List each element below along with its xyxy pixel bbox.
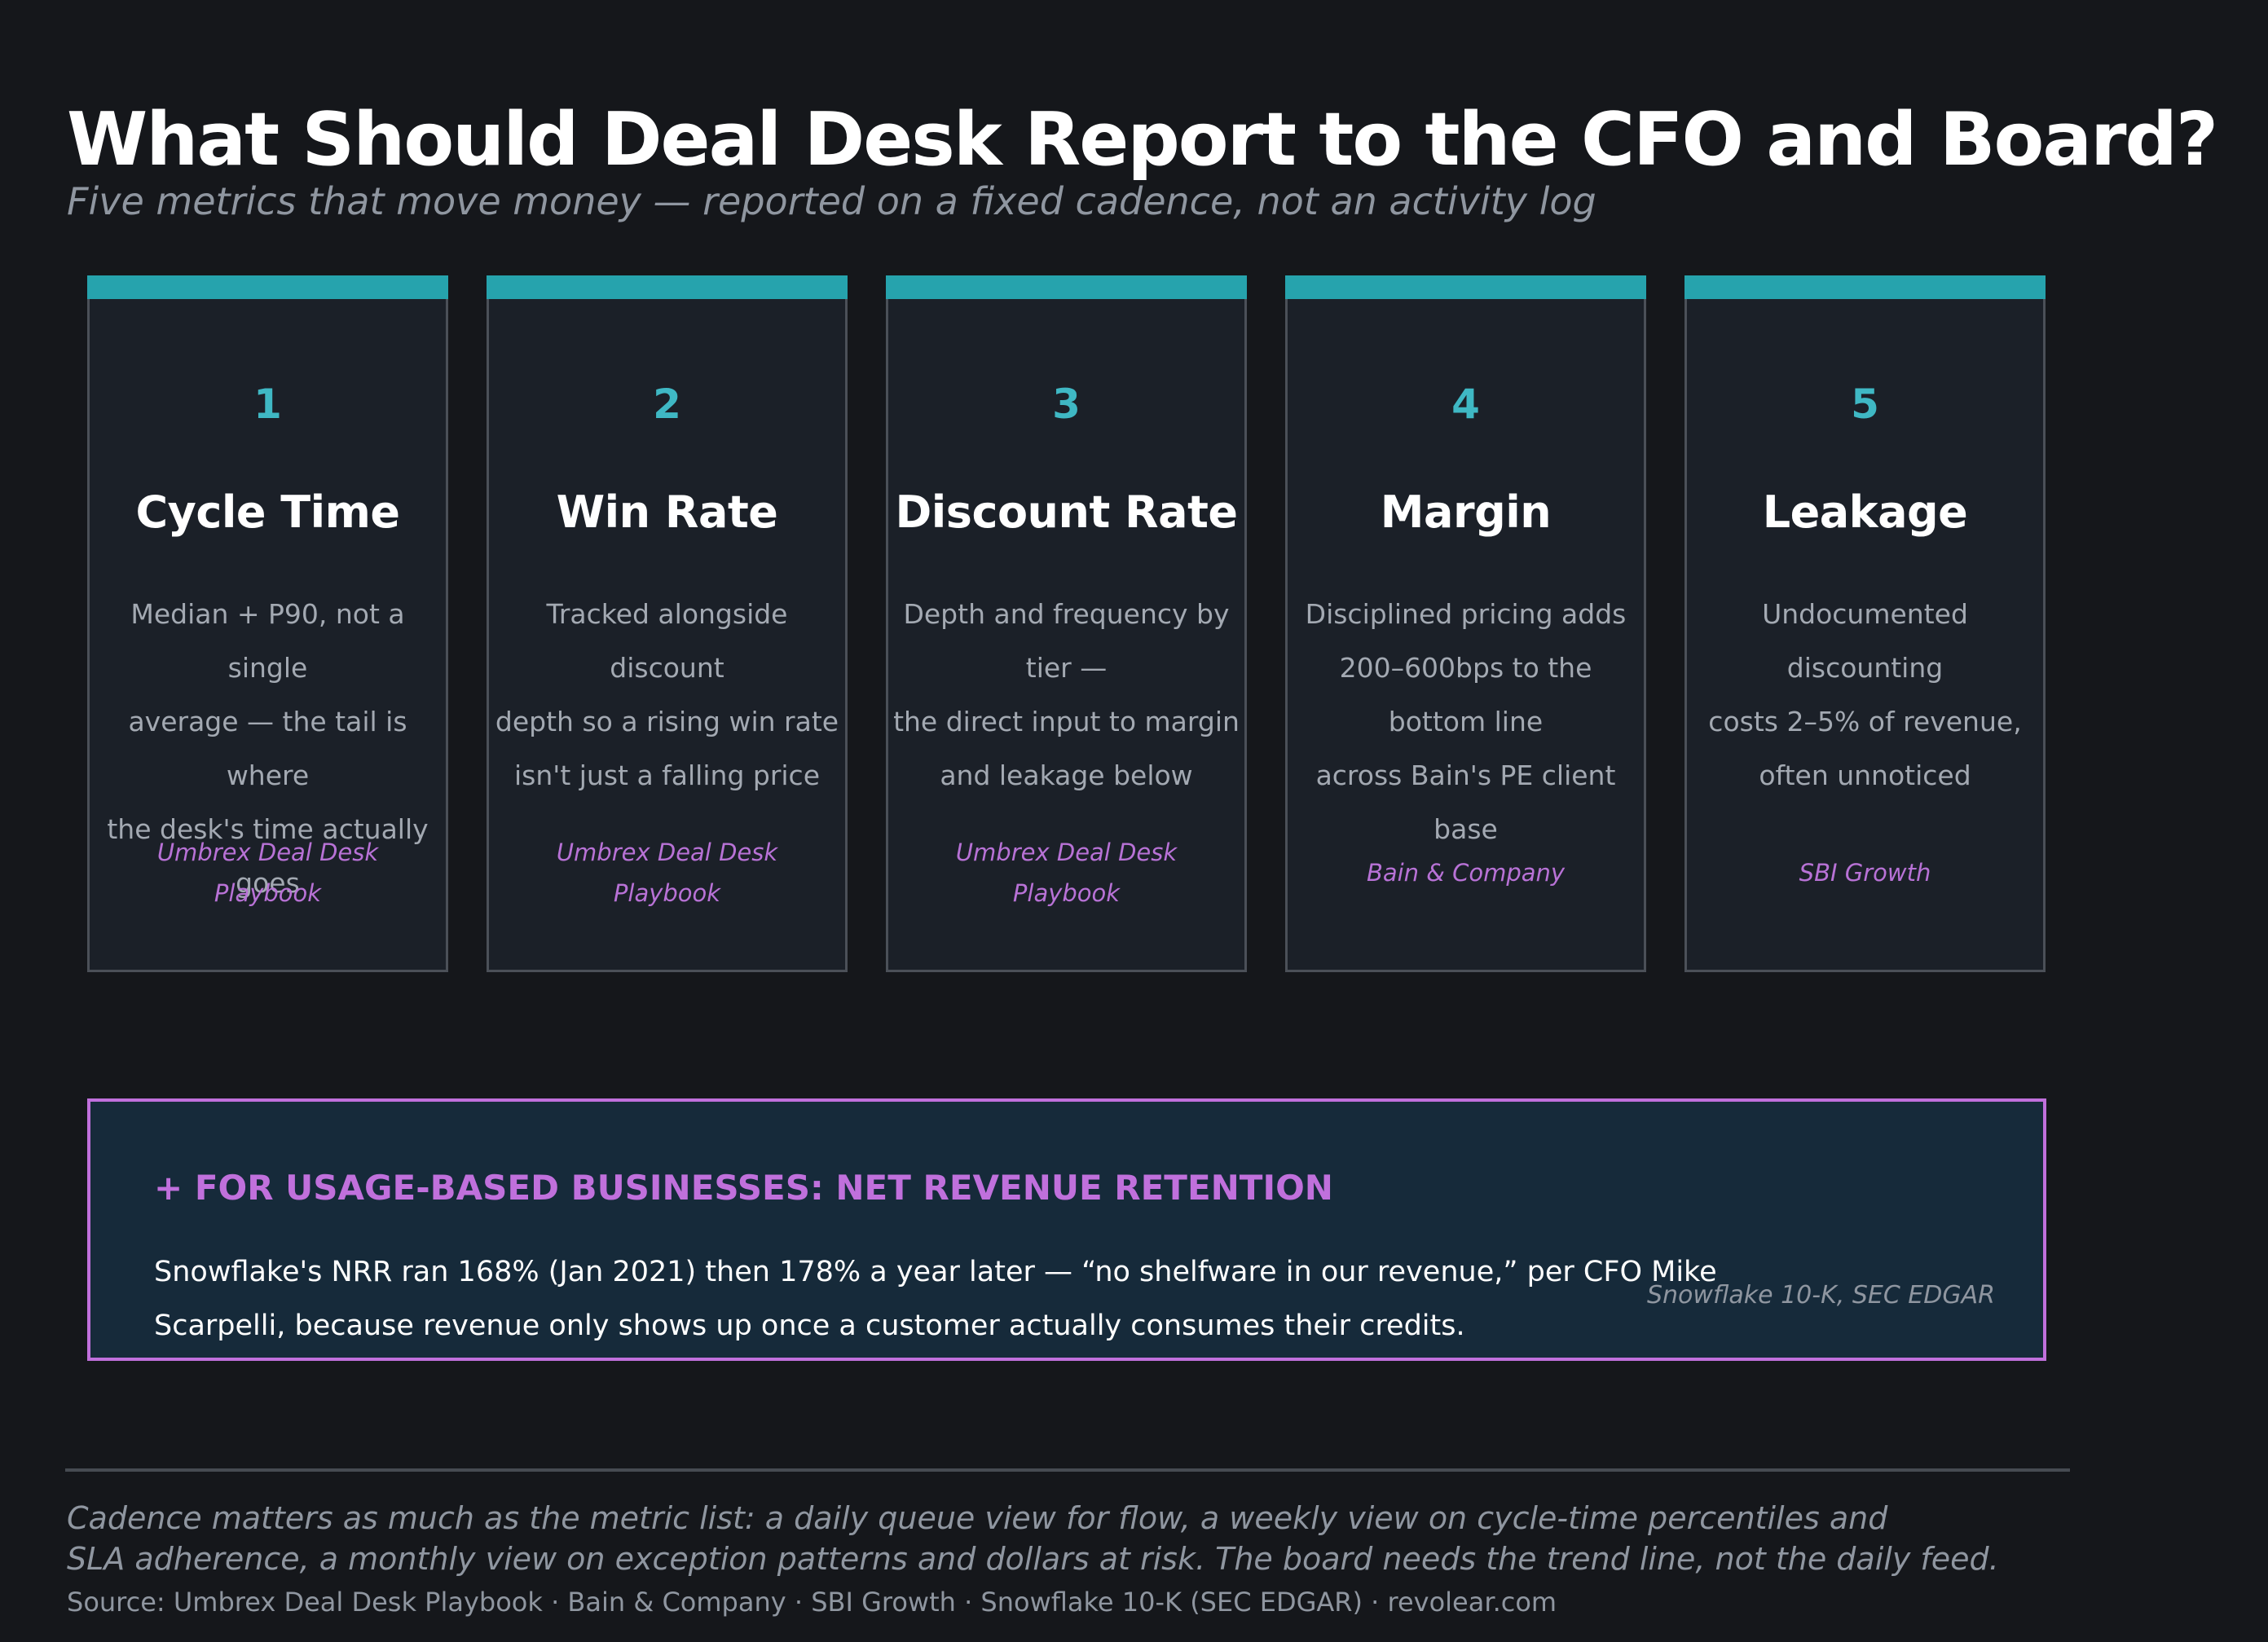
metric-source-line: Umbrex Deal Desk — [556, 839, 778, 866]
sources-line: Source: Umbrex Deal Desk Playbook · Bain… — [67, 1587, 1557, 1618]
metric-number: 2 — [653, 381, 681, 428]
metric-number: 3 — [1052, 381, 1081, 428]
metric-description-line: Tracked alongside discount — [546, 598, 788, 684]
metric-number: 5 — [1851, 381, 1879, 428]
metric-source: Umbrex Deal Desk Playbook — [888, 832, 1244, 913]
card-accent-bar — [1285, 275, 1646, 299]
card-accent-bar — [886, 275, 1247, 299]
metric-description-line: the desk's time actually goes — [107, 813, 429, 899]
metric-source-line: Umbrex Deal Desk — [955, 839, 1178, 866]
metric-name: Leakage — [1762, 486, 1968, 538]
metric-card-discount-rate: 3 Discount Rate Depth and frequency by t… — [886, 275, 1247, 972]
metric-source-line: SBI Growth — [1799, 859, 1931, 887]
metric-card-cycle-time: 1 Cycle Time Median + P90, not a single … — [87, 275, 448, 972]
metric-description-line: 200–600bps to the bottom line — [1339, 652, 1592, 737]
metric-name: Discount Rate — [895, 486, 1238, 538]
metric-description-line: average — the tail is where — [128, 706, 407, 791]
metric-description-line: Median + P90, not a single — [130, 598, 405, 684]
callout-text: Snowflake's NRR ran 168% (Jan 2021) then… — [154, 1245, 1719, 1353]
metric-name: Margin — [1380, 486, 1552, 538]
metric-source: Umbrex Deal Desk Playbook — [90, 832, 446, 913]
metric-description-line: Undocumented discounting — [1762, 598, 1968, 684]
card-accent-bar — [87, 275, 448, 299]
callout-heading: + FOR USAGE-BASED BUSINESSES: NET REVENU… — [154, 1168, 1333, 1208]
metric-card-margin: 4 Margin Disciplined pricing adds 200–60… — [1285, 275, 1646, 972]
metric-description-line: isn't just a falling price — [513, 759, 821, 791]
metric-description-line: costs 2–5% of revenue, — [1708, 706, 2022, 737]
metric-description-line: often unnoticed — [1759, 759, 1971, 791]
metric-name: Cycle Time — [135, 486, 400, 538]
metric-description: Median + P90, not a single average — the… — [90, 588, 446, 910]
callout-text-line: Scarpelli, because revenue only shows up… — [154, 1310, 1465, 1342]
metric-description-line: across Bain's PE client base — [1315, 759, 1616, 845]
footnote-line: Cadence matters as much as the metric li… — [67, 1500, 1888, 1536]
metric-source: SBI Growth — [1687, 852, 2043, 893]
metric-description: Undocumented discounting costs 2–5% of r… — [1687, 588, 2043, 803]
metric-description-line: Depth and frequency by tier — — [903, 598, 1230, 684]
metric-source-line: Playbook — [214, 879, 322, 907]
metric-source-line: Playbook — [613, 879, 721, 907]
metric-source-line: Bain & Company — [1366, 859, 1566, 887]
metric-source: Bain & Company — [1288, 852, 1644, 893]
metric-description-line: the direct input to margin — [893, 706, 1240, 737]
metric-number: 1 — [253, 381, 282, 428]
nrr-callout-box: + FOR USAGE-BASED BUSINESSES: NET REVENU… — [87, 1098, 2046, 1361]
footer-divider — [65, 1468, 2070, 1472]
metric-source: Umbrex Deal Desk Playbook — [489, 832, 845, 913]
callout-source: Snowflake 10-K, SEC EDGAR — [1647, 1281, 1995, 1310]
metric-card-win-rate: 2 Win Rate Tracked alongside discount de… — [487, 275, 848, 972]
metric-source-line: Playbook — [1012, 879, 1121, 907]
metric-description: Tracked alongside discount depth so a ri… — [489, 588, 845, 803]
page-subtitle: Five metrics that move money — reported … — [67, 179, 1596, 223]
card-accent-bar — [487, 275, 848, 299]
card-accent-bar — [1684, 275, 2046, 299]
metric-description: Depth and frequency by tier — the direct… — [888, 588, 1244, 803]
metric-source-line: Umbrex Deal Desk — [156, 839, 379, 866]
metric-description-line: depth so a rising win rate — [495, 706, 839, 737]
metric-description-line: Disciplined pricing adds — [1305, 598, 1627, 630]
footnote-line: SLA adherence, a monthly view on excepti… — [67, 1541, 1999, 1577]
metric-name: Win Rate — [556, 486, 778, 538]
cadence-footnote: Cadence matters as much as the metric li… — [67, 1498, 1999, 1579]
metric-card-leakage: 5 Leakage Undocumented discounting costs… — [1684, 275, 2046, 972]
metric-description-line: and leakage below — [940, 759, 1193, 791]
callout-text-line: Snowflake's NRR ran 168% (Jan 2021) then… — [154, 1256, 1717, 1288]
metric-description: Disciplined pricing adds 200–600bps to t… — [1288, 588, 1644, 856]
metric-number: 4 — [1451, 381, 1480, 428]
page-title: What Should Deal Desk Report to the CFO … — [67, 97, 2218, 183]
